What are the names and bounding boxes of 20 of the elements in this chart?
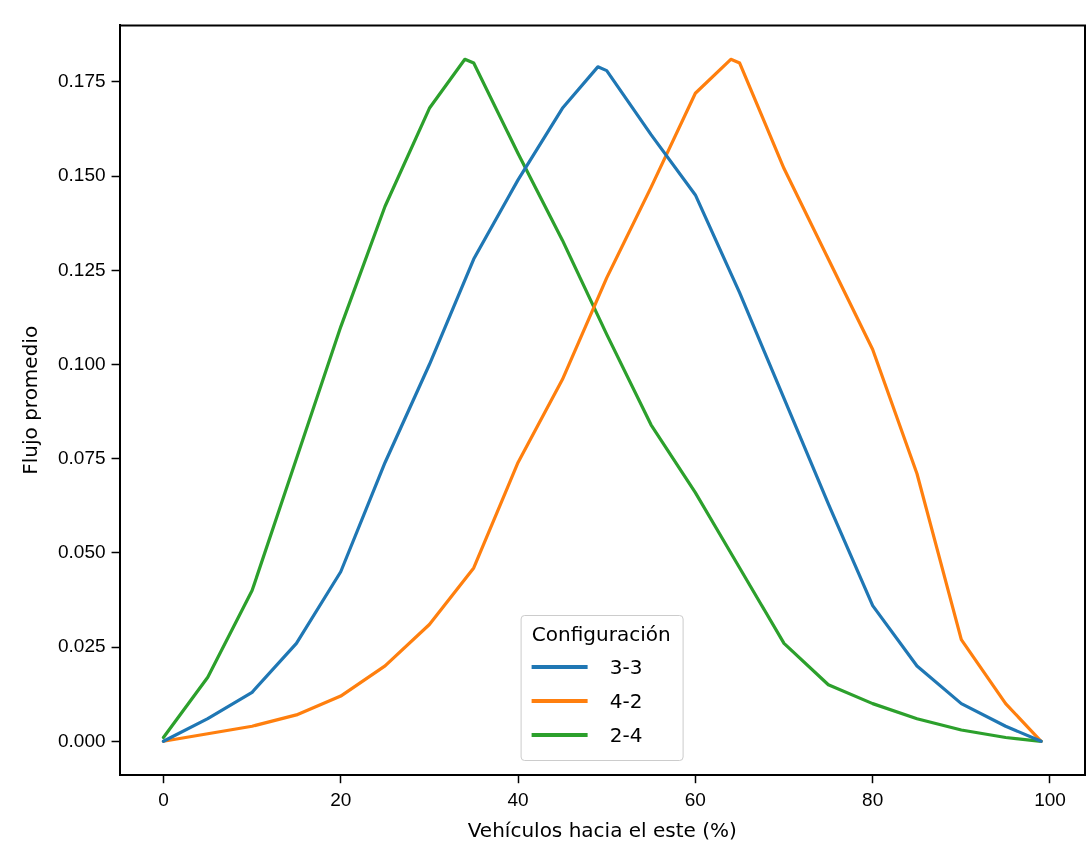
y-tick-label: 0.125 [58, 258, 106, 280]
legend-label: 2-4 [609, 723, 643, 748]
y-tick-label: 0.175 [58, 70, 106, 92]
y-tick-label: 0.150 [58, 164, 106, 186]
y-tick-label: 0.050 [58, 541, 106, 563]
x-tick-label: 100 [1034, 788, 1066, 810]
y-tick-label: 0.100 [58, 352, 106, 374]
x-tick-label: 80 [862, 788, 884, 810]
legend-label: 3-3 [609, 655, 643, 680]
x-tick-label: 20 [330, 788, 352, 810]
y-tick-label: 0.025 [58, 635, 106, 657]
y-tick-label: 0.000 [58, 729, 106, 751]
legend-title: Configuración [531, 622, 671, 647]
x-tick-label: 60 [684, 788, 706, 810]
y-axis-title: Flujo promedio [18, 325, 43, 475]
x-axis-title: Vehículos hacia el este (%) [467, 818, 737, 843]
legend-label: 4-2 [609, 689, 643, 714]
x-tick-label: 0 [158, 788, 169, 810]
y-tick-label: 0.075 [58, 446, 106, 468]
x-tick-label: 40 [507, 788, 529, 810]
